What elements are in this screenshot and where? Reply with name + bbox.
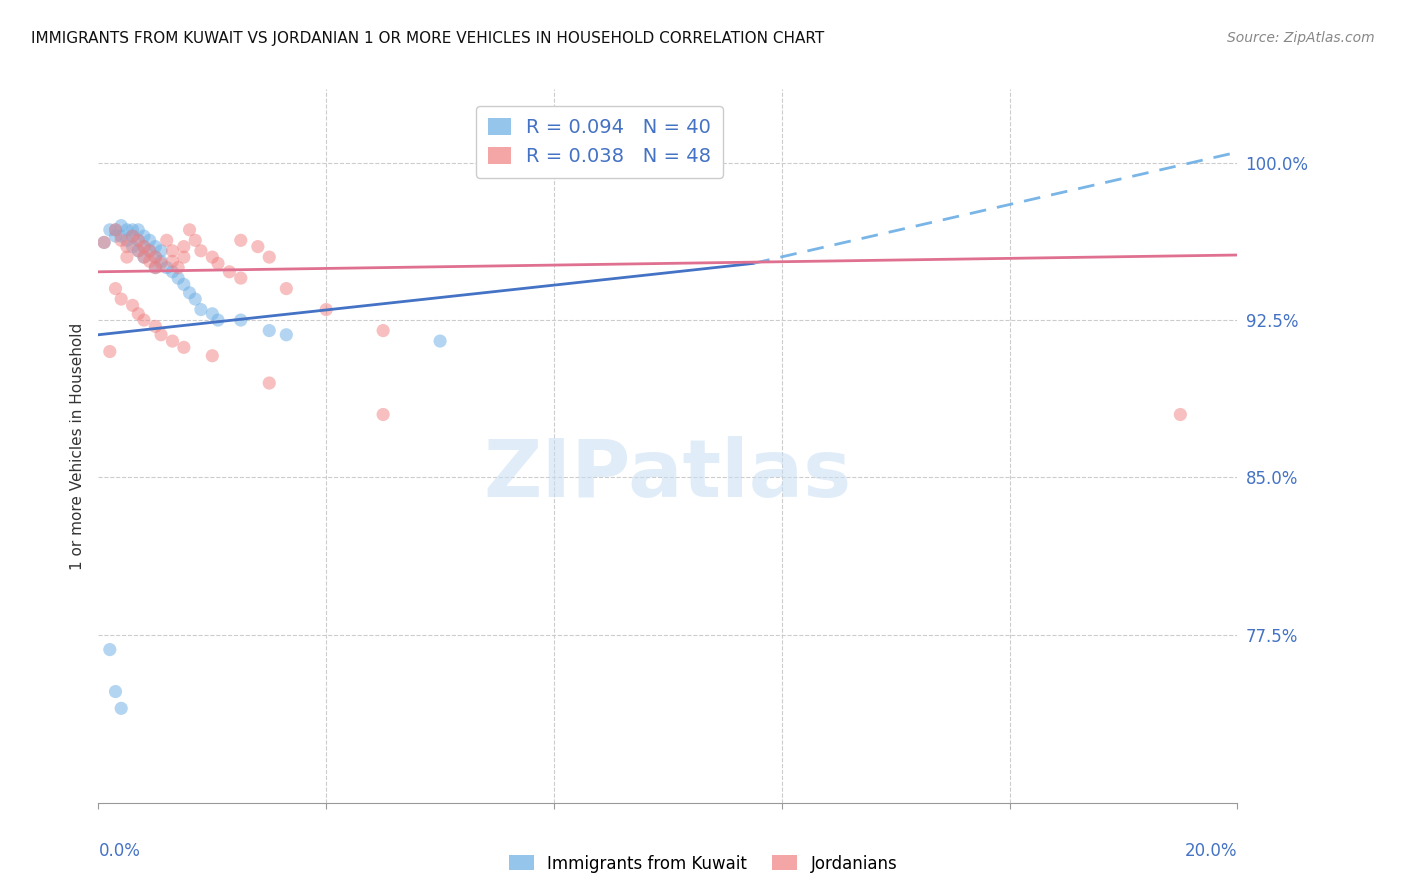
Point bbox=[104, 223, 127, 237]
Point bbox=[179, 285, 201, 300]
Legend: Immigrants from Kuwait, Jordanians: Immigrants from Kuwait, Jordanians bbox=[502, 848, 904, 880]
Point bbox=[93, 235, 115, 250]
Text: 0.0%: 0.0% bbox=[98, 842, 141, 860]
Text: ZIPatlas: ZIPatlas bbox=[484, 435, 852, 514]
Point bbox=[98, 223, 121, 237]
Text: Source: ZipAtlas.com: Source: ZipAtlas.com bbox=[1227, 31, 1375, 45]
Point bbox=[110, 701, 132, 715]
Point bbox=[127, 307, 149, 321]
Point bbox=[156, 260, 179, 275]
Point bbox=[190, 244, 212, 258]
Point bbox=[121, 229, 143, 244]
Point bbox=[276, 282, 298, 296]
Point bbox=[132, 313, 155, 327]
Point bbox=[115, 233, 138, 247]
Point bbox=[115, 250, 138, 264]
Point bbox=[276, 327, 298, 342]
Point bbox=[229, 233, 252, 247]
Point bbox=[201, 307, 224, 321]
Point bbox=[132, 229, 155, 244]
Y-axis label: 1 or more Vehicles in Household: 1 or more Vehicles in Household bbox=[69, 322, 84, 570]
Point bbox=[229, 313, 252, 327]
Point bbox=[127, 223, 149, 237]
Point bbox=[127, 244, 149, 258]
Point bbox=[162, 334, 184, 348]
Point bbox=[115, 223, 138, 237]
Point bbox=[184, 233, 207, 247]
Point bbox=[104, 684, 127, 698]
Point bbox=[162, 254, 184, 268]
Point bbox=[93, 235, 115, 250]
Point bbox=[167, 271, 190, 285]
Point bbox=[373, 324, 395, 338]
Point bbox=[127, 233, 149, 247]
Point bbox=[145, 250, 167, 264]
Point bbox=[145, 250, 167, 264]
Point bbox=[179, 223, 201, 237]
Point bbox=[127, 233, 149, 247]
Point bbox=[138, 254, 160, 268]
Text: 20.0%: 20.0% bbox=[1185, 842, 1237, 860]
Point bbox=[98, 344, 121, 359]
Point bbox=[104, 223, 127, 237]
Point bbox=[132, 239, 155, 253]
Point bbox=[429, 334, 451, 348]
Point bbox=[98, 642, 121, 657]
Text: IMMIGRANTS FROM KUWAIT VS JORDANIAN 1 OR MORE VEHICLES IN HOUSEHOLD CORRELATION : IMMIGRANTS FROM KUWAIT VS JORDANIAN 1 OR… bbox=[31, 31, 824, 46]
Point bbox=[132, 250, 155, 264]
Point bbox=[373, 408, 395, 422]
Point bbox=[110, 219, 132, 233]
Point bbox=[110, 233, 132, 247]
Point bbox=[145, 260, 167, 275]
Point bbox=[121, 223, 143, 237]
Point bbox=[150, 254, 173, 268]
Point bbox=[145, 239, 167, 253]
Point bbox=[150, 327, 173, 342]
Point bbox=[138, 244, 160, 258]
Point bbox=[259, 324, 281, 338]
Point bbox=[207, 313, 229, 327]
Point bbox=[110, 292, 132, 306]
Point bbox=[1170, 408, 1192, 422]
Point bbox=[127, 244, 149, 258]
Point bbox=[207, 256, 229, 270]
Legend: R = 0.094   N = 40, R = 0.038   N = 48: R = 0.094 N = 40, R = 0.038 N = 48 bbox=[475, 106, 723, 178]
Point bbox=[156, 233, 179, 247]
Point bbox=[138, 244, 160, 258]
Point bbox=[190, 302, 212, 317]
Point bbox=[173, 239, 195, 253]
Point bbox=[104, 229, 127, 244]
Point bbox=[110, 229, 132, 244]
Point bbox=[150, 256, 173, 270]
Point bbox=[138, 233, 160, 247]
Point bbox=[246, 239, 269, 253]
Point bbox=[218, 265, 240, 279]
Point bbox=[201, 349, 224, 363]
Point bbox=[150, 244, 173, 258]
Point bbox=[201, 250, 224, 264]
Point bbox=[229, 271, 252, 285]
Point bbox=[162, 244, 184, 258]
Point bbox=[132, 239, 155, 253]
Point bbox=[121, 229, 143, 244]
Point bbox=[173, 340, 195, 354]
Point bbox=[121, 239, 143, 253]
Point bbox=[259, 250, 281, 264]
Point bbox=[184, 292, 207, 306]
Point bbox=[115, 239, 138, 253]
Point bbox=[145, 260, 167, 275]
Point bbox=[162, 265, 184, 279]
Point bbox=[259, 376, 281, 390]
Point bbox=[132, 250, 155, 264]
Point bbox=[167, 260, 190, 275]
Point bbox=[145, 319, 167, 334]
Point bbox=[104, 282, 127, 296]
Point bbox=[173, 250, 195, 264]
Point bbox=[315, 302, 337, 317]
Point bbox=[173, 277, 195, 292]
Point bbox=[121, 298, 143, 312]
